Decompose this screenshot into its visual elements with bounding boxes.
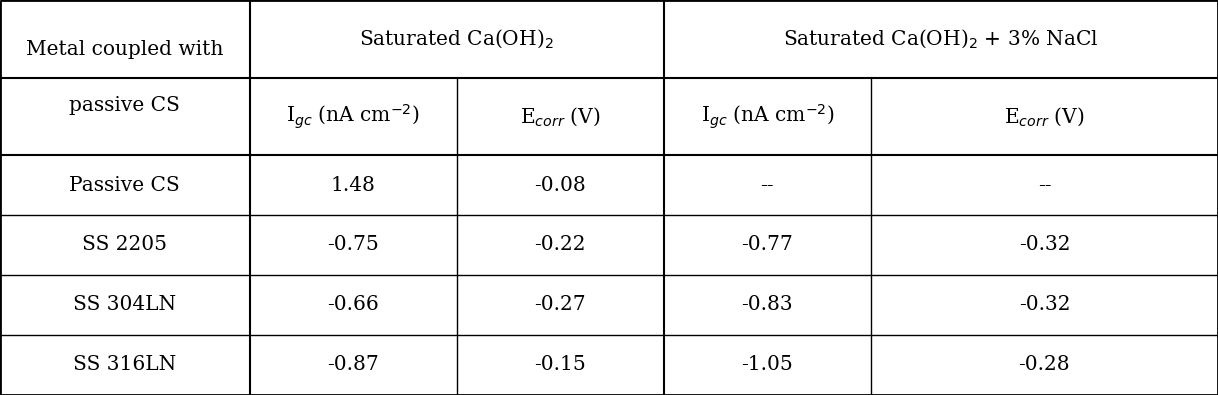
Text: passive CS: passive CS xyxy=(69,96,180,115)
Text: SS 316LN: SS 316LN xyxy=(73,356,177,374)
Text: -0.75: -0.75 xyxy=(328,235,379,254)
Text: SS 304LN: SS 304LN xyxy=(73,295,177,314)
Text: Metal coupled with: Metal coupled with xyxy=(26,40,224,59)
Text: Saturated Ca(OH)$_2$: Saturated Ca(OH)$_2$ xyxy=(359,28,554,50)
Text: --: -- xyxy=(1038,175,1051,194)
Text: -0.32: -0.32 xyxy=(1018,235,1071,254)
Text: 1.48: 1.48 xyxy=(331,175,375,194)
Text: E$_{corr}$ (V): E$_{corr}$ (V) xyxy=(520,105,600,128)
Text: -1.05: -1.05 xyxy=(742,356,793,374)
Text: I$_{gc}$ (nA cm$^{-2}$): I$_{gc}$ (nA cm$^{-2}$) xyxy=(700,102,834,131)
Text: -0.87: -0.87 xyxy=(328,356,379,374)
Text: -0.15: -0.15 xyxy=(535,356,586,374)
Text: -0.32: -0.32 xyxy=(1018,295,1071,314)
Text: -0.27: -0.27 xyxy=(535,295,586,314)
Text: -0.22: -0.22 xyxy=(535,235,586,254)
Text: -0.77: -0.77 xyxy=(742,235,793,254)
Text: --: -- xyxy=(760,175,775,194)
Text: E$_{corr}$ (V): E$_{corr}$ (V) xyxy=(1004,105,1085,128)
Text: SS 2205: SS 2205 xyxy=(83,235,167,254)
Text: -0.83: -0.83 xyxy=(742,295,793,314)
Text: -0.66: -0.66 xyxy=(328,295,379,314)
Text: Passive CS: Passive CS xyxy=(69,175,180,194)
Text: I$_{gc}$ (nA cm$^{-2}$): I$_{gc}$ (nA cm$^{-2}$) xyxy=(286,102,420,131)
Text: -0.08: -0.08 xyxy=(535,175,586,194)
Text: -0.28: -0.28 xyxy=(1018,356,1071,374)
Text: Saturated Ca(OH)$_2$ + 3% NaCl: Saturated Ca(OH)$_2$ + 3% NaCl xyxy=(783,28,1099,50)
